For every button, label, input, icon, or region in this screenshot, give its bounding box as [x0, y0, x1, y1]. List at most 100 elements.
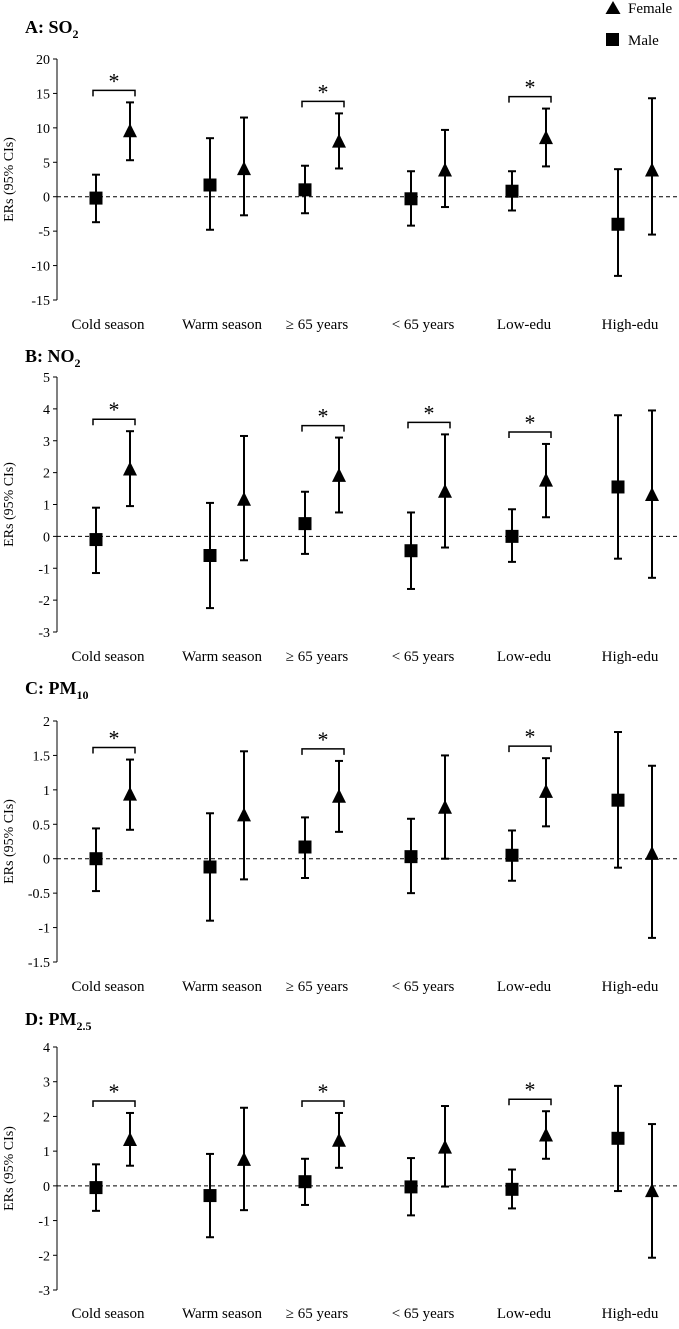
significance-bracket: [301, 424, 345, 432]
y-tick-label: 15: [36, 87, 50, 102]
significance-star: *: [318, 404, 329, 429]
female-point: [645, 1183, 659, 1198]
y-tick-label: 2: [43, 467, 50, 482]
significance-star: *: [109, 726, 120, 751]
y-tick-label: 5: [43, 371, 50, 386]
female-point: [332, 788, 346, 803]
female-point: [332, 467, 346, 482]
category-label: High-edu: [602, 649, 659, 665]
female-point: [237, 491, 251, 506]
legend: Female Male: [605, 1, 672, 49]
female-point: [237, 161, 251, 176]
y-tick-label: 10: [36, 122, 50, 137]
male-point: [298, 183, 312, 197]
female-point: [438, 1139, 452, 1154]
y-tick-label: -3: [38, 626, 50, 641]
y-tick-label: -2: [38, 1249, 50, 1264]
y-tick-label: -3: [38, 1284, 50, 1299]
significance-bracket: [508, 431, 552, 438]
category-label: High-edu: [602, 979, 659, 995]
male-point: [404, 850, 418, 864]
category-label: ≥ 65 years: [286, 1306, 349, 1322]
significance-bracket: [508, 95, 552, 103]
female-point: [438, 162, 452, 177]
y-axis-title: ERs (95% CIs): [2, 137, 17, 222]
panel-d: D: PM2.5 -3 -2 -1 0 1 2 3 4 ERs (95% CIs) Cold sea…: [2, 1009, 678, 1322]
category-label: ≥ 65 years: [286, 649, 349, 665]
male-point: [89, 191, 103, 205]
y-tick-label: -5: [38, 225, 50, 240]
significance-star: *: [318, 79, 329, 104]
male-point: [611, 217, 625, 231]
male-point: [89, 852, 103, 866]
legend-male-label: Male: [628, 33, 659, 49]
y-tick-label: -1: [38, 1215, 50, 1230]
female-point: [123, 461, 137, 476]
category-label: Cold season: [72, 649, 145, 665]
female-point: [237, 807, 251, 822]
female-point: [539, 472, 553, 487]
panel-b: B: NO2 -3 -2 -1 0 1 2 3 4 5 ERs (95% CIs) Cold seas…: [2, 346, 678, 665]
category-label: < 65 years: [392, 649, 455, 665]
category-label: ≥ 65 years: [286, 979, 349, 995]
y-tick-label: 2: [43, 715, 50, 730]
significance-bracket: [508, 745, 552, 753]
legend-female-label: Female: [628, 1, 672, 17]
male-point: [404, 544, 418, 558]
y-tick-label: 1: [43, 1145, 50, 1160]
female-point: [123, 123, 137, 138]
y-tick-label: 1: [43, 499, 50, 514]
category-label: Low-edu: [497, 317, 552, 333]
category-label: ≥ 65 years: [286, 317, 349, 333]
category-label: Warm season: [182, 979, 263, 995]
category-label: Low-edu: [497, 1306, 552, 1322]
y-tick-label: 0: [43, 853, 50, 868]
female-point: [438, 799, 452, 814]
female-point: [539, 1127, 553, 1142]
female-point: [645, 486, 659, 501]
y-tick-label: 0: [43, 1180, 50, 1195]
significance-star: *: [424, 400, 435, 425]
male-point: [298, 840, 312, 854]
significance-star: *: [109, 68, 120, 93]
female-point: [539, 783, 553, 798]
y-tick-label: 0: [43, 530, 50, 545]
panel-c: C: PM10 -1.5 -1 -0.5 0 0.5 1 1.5 2 ERs (95% CIs) C…: [2, 678, 678, 995]
category-label: Cold season: [72, 1306, 145, 1322]
significance-star: *: [525, 75, 536, 100]
category-label: High-edu: [602, 317, 659, 333]
significance-star: *: [525, 1077, 536, 1102]
significance-bracket: [92, 418, 136, 426]
female-point: [645, 845, 659, 860]
male-point: [611, 480, 625, 494]
significance-bracket: [407, 421, 451, 429]
category-label: Cold season: [72, 979, 145, 995]
male-point: [203, 1189, 217, 1203]
category-label: < 65 years: [392, 979, 455, 995]
male-point: [505, 1182, 519, 1196]
significance-bracket: [301, 748, 345, 755]
category-label: Cold season: [72, 317, 145, 333]
category-label: < 65 years: [392, 317, 455, 333]
y-tick-label: 3: [43, 1076, 50, 1091]
y-axis-title: ERs (95% CIs): [2, 1126, 17, 1211]
significance-star: *: [109, 1079, 120, 1104]
y-tick-label: 2: [43, 1110, 50, 1125]
y-tick-label: 4: [43, 403, 50, 418]
category-label: < 65 years: [392, 1306, 455, 1322]
female-point: [237, 1151, 251, 1166]
male-point: [203, 860, 217, 874]
category-label: Low-edu: [497, 979, 552, 995]
category-label: Low-edu: [497, 649, 552, 665]
category-label: Warm season: [182, 317, 263, 333]
panel-title: A: SO2: [25, 17, 79, 41]
male-point: [505, 529, 519, 543]
significance-bracket: [92, 1100, 136, 1107]
significance-star: *: [318, 1079, 329, 1104]
male-point: [505, 184, 519, 198]
y-tick-label: 1.5: [33, 749, 51, 764]
male-point: [404, 192, 418, 206]
legend-female-marker: [605, 1, 621, 14]
